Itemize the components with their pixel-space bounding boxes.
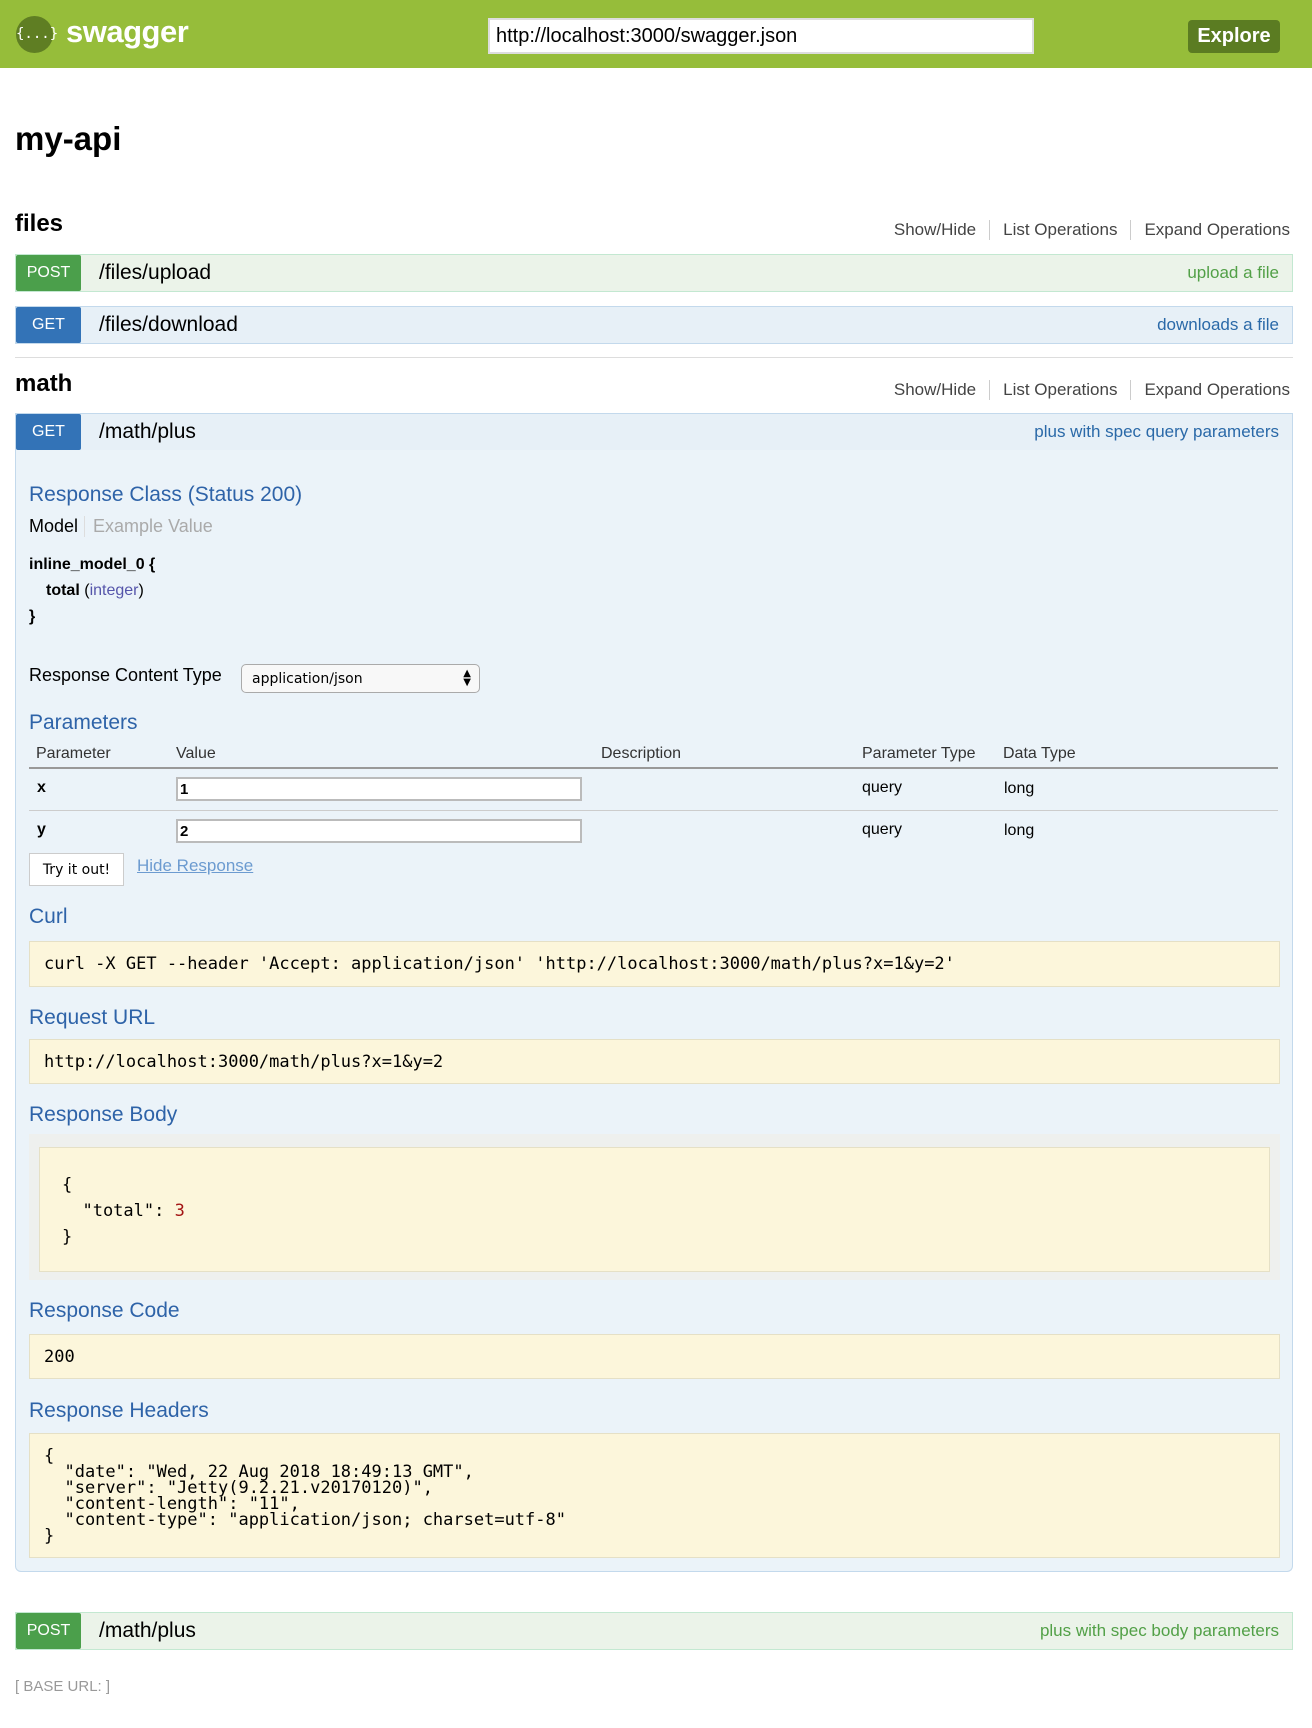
- resource-heading-files[interactable]: files: [15, 210, 64, 237]
- column-header: Description: [601, 745, 682, 762]
- model-name: inline_model_0 {: [29, 556, 156, 573]
- list-operations-link[interactable]: List Operations: [989, 220, 1130, 240]
- model-property: total (integer): [46, 582, 144, 599]
- column-header: Parameter: [36, 745, 111, 762]
- json-value: 3: [174, 1201, 185, 1221]
- operation-post-files-upload[interactable]: POST /files/upload upload a file: [15, 254, 1293, 292]
- method-badge: GET: [16, 307, 81, 343]
- curl-command: curl -X GET --header 'Accept: applicatio…: [29, 941, 1280, 987]
- resource-links-math: Show/Hide List Operations Expand Operati…: [881, 380, 1290, 400]
- operation-get-math-plus[interactable]: GET /math/plus plus with spec query para…: [15, 413, 1293, 451]
- base-url-label: BASE URL:: [23, 1678, 106, 1695]
- response-class-heading: Response Class (Status 200): [29, 483, 303, 506]
- operation-path[interactable]: /files/download: [99, 313, 238, 336]
- response-code-heading: Response Code: [29, 1299, 180, 1322]
- expand-operations-link[interactable]: Expand Operations: [1130, 220, 1290, 240]
- data-type: long: [1004, 780, 1035, 797]
- property-name: total: [46, 582, 80, 599]
- method-badge: GET: [16, 414, 81, 450]
- request-url-value: http://localhost:3000/math/plus?x=1&y=2: [29, 1039, 1280, 1084]
- param-name: x: [37, 779, 46, 796]
- column-header: Parameter Type: [862, 745, 976, 762]
- model-close: }: [29, 608, 36, 625]
- top-bar: {...} swagger Explore: [0, 0, 1312, 68]
- response-headers-value: { "date": "Wed, 22 Aug 2018 18:49:13 GMT…: [44, 1445, 566, 1546]
- operation-summary[interactable]: downloads a file: [1157, 315, 1279, 334]
- show-hide-link[interactable]: Show/Hide: [893, 220, 977, 239]
- response-code-value: 200: [29, 1334, 1280, 1379]
- hide-response-link[interactable]: Hide Response: [137, 856, 254, 875]
- property-type: integer: [89, 582, 139, 599]
- row-divider: [29, 810, 1278, 811]
- operation-summary[interactable]: plus with spec body parameters: [1039, 1621, 1279, 1640]
- page-title: my-api: [15, 120, 122, 157]
- model-tabs: Model Example Value: [29, 516, 213, 537]
- operation-summary[interactable]: plus with spec query parameters: [1034, 422, 1279, 441]
- tab-example-value[interactable]: Example Value: [93, 516, 213, 536]
- param-x-input[interactable]: [176, 777, 582, 801]
- select-arrows-icon: ▲ ▼: [463, 668, 471, 688]
- content-type-label: Response Content Type: [29, 665, 222, 685]
- operation-path[interactable]: /files/upload: [99, 261, 212, 284]
- show-hide-link[interactable]: Show/Hide: [893, 380, 977, 399]
- resource-heading-math[interactable]: math: [15, 370, 73, 397]
- response-body: { "total": 3 }: [39, 1147, 1270, 1272]
- column-header: Value: [176, 745, 216, 762]
- json-close: }: [62, 1227, 73, 1247]
- response-headers-box: { "date": "Wed, 22 Aug 2018 18:49:13 GMT…: [29, 1433, 1280, 1558]
- column-header: Data Type: [1003, 745, 1076, 762]
- list-operations-link[interactable]: List Operations: [989, 380, 1130, 400]
- data-type: long: [1004, 822, 1035, 839]
- swagger-logo-icon: {...}: [16, 16, 58, 53]
- operation-post-math-plus[interactable]: POST /math/plus plus with spec body para…: [15, 1612, 1293, 1650]
- divider: [15, 357, 1293, 358]
- curl-heading: Curl: [29, 905, 68, 928]
- operation-path[interactable]: /math/plus: [99, 420, 196, 443]
- response-body-heading: Response Body: [29, 1103, 178, 1126]
- param-name: y: [37, 821, 46, 838]
- spec-url-input[interactable]: [488, 18, 1034, 54]
- json-open: {: [62, 1175, 73, 1195]
- expand-operations-link[interactable]: Expand Operations: [1130, 380, 1290, 400]
- operation-summary[interactable]: upload a file: [1187, 263, 1279, 282]
- param-y-input[interactable]: [176, 819, 582, 843]
- base-url-footer: [ BASE URL: ]: [15, 1678, 111, 1695]
- param-type: query: [862, 821, 903, 838]
- try-it-out-button[interactable]: Try it out!: [29, 853, 124, 886]
- response-headers-heading: Response Headers: [29, 1399, 209, 1422]
- tab-model[interactable]: Model: [29, 516, 86, 537]
- param-type: query: [862, 779, 903, 796]
- operation-path[interactable]: /math/plus: [99, 1619, 196, 1642]
- operation-get-files-download[interactable]: GET /files/download downloads a file: [15, 306, 1293, 344]
- explore-button[interactable]: Explore: [1188, 20, 1280, 53]
- selected-value: application/json: [252, 671, 363, 687]
- brand-name: swagger: [66, 14, 189, 49]
- operation-details-panel: [15, 450, 1293, 1572]
- content-type-select[interactable]: application/json ▲ ▼: [241, 664, 480, 693]
- method-badge: POST: [16, 1613, 81, 1649]
- json-key: "total":: [62, 1201, 175, 1221]
- table-header-rule: [29, 767, 1278, 769]
- request-url-heading: Request URL: [29, 1006, 156, 1029]
- method-badge: POST: [16, 255, 81, 291]
- resource-links-files: Show/Hide List Operations Expand Operati…: [881, 220, 1290, 240]
- parameters-heading: Parameters: [29, 711, 138, 734]
